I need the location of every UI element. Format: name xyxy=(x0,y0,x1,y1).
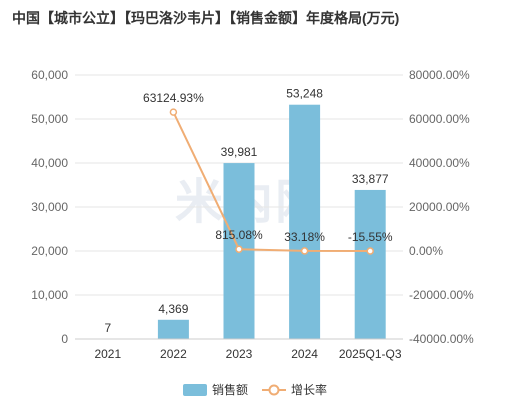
line-value-label: 33.18% xyxy=(284,230,325,244)
y-left-tick-label: 20,000 xyxy=(31,244,68,258)
bar xyxy=(157,319,189,339)
line-value-label: -15.55% xyxy=(348,230,393,244)
line-point xyxy=(235,245,243,253)
line-point xyxy=(300,247,309,255)
legend: 销售额 增长率 xyxy=(183,382,327,397)
bar-value-label: 7 xyxy=(104,321,111,335)
bar-value-label: 53,248 xyxy=(286,87,323,101)
chart-title: 中国【城市公立】【玛巴洛沙韦片】【销售金额】年度格局(万元) xyxy=(12,10,400,26)
x-tick-label: 2024 xyxy=(291,347,318,361)
x-tick-label: 2025Q1-Q3 xyxy=(339,347,402,361)
right-axis-ticks: -40000.00% -20000.00% 0.00% 20000.00% 40000.… xyxy=(409,68,474,346)
line-series xyxy=(169,108,374,255)
x-tick-label: 2023 xyxy=(226,347,253,361)
legend-line-marker xyxy=(268,384,280,396)
y-left-tick-label: 30,000 xyxy=(31,200,68,214)
bar-series xyxy=(92,104,386,339)
legend-line-label: 增长率 xyxy=(291,382,327,397)
y-left-tick-label: 60,000 xyxy=(31,68,68,82)
bar-value-label: 33,877 xyxy=(352,172,389,186)
legend-bar-swatch xyxy=(183,384,207,396)
line-value-label: 815.08% xyxy=(215,228,263,242)
y-left-tick-label: 40,000 xyxy=(31,156,68,170)
bar xyxy=(354,189,386,339)
y-right-tick-label: 20000.00% xyxy=(409,200,470,214)
x-tick-label: 2022 xyxy=(160,347,187,361)
bar-data-labels: 7 4,369 39,981 53,248 33,877 xyxy=(104,87,388,335)
line-data-labels: 63124.93% 815.08% 33.18% -15.55% xyxy=(143,91,393,244)
line-point xyxy=(169,108,178,116)
y-right-tick-label: -20000.00% xyxy=(409,288,474,302)
y-left-tick-label: 0 xyxy=(61,332,68,346)
y-left-tick-label: 50,000 xyxy=(31,112,68,126)
legend-bar-label: 销售额 xyxy=(212,382,248,397)
y-right-tick-label: -40000.00% xyxy=(409,332,474,346)
line-value-label: 63124.93% xyxy=(143,91,204,105)
y-right-tick-label: 80000.00% xyxy=(409,68,470,82)
x-axis: 2021 2022 2023 2024 2025Q1-Q3 xyxy=(75,338,403,361)
bar xyxy=(289,104,321,339)
bar-value-label: 4,369 xyxy=(158,302,188,316)
y-right-tick-label: 0.00% xyxy=(409,244,443,258)
line-point xyxy=(366,247,374,255)
bar-value-label: 39,981 xyxy=(221,145,258,159)
growth-line xyxy=(172,111,371,253)
x-tick-label: 2021 xyxy=(94,347,121,361)
y-left-tick-label: 10,000 xyxy=(31,288,68,302)
y-right-tick-label: 40000.00% xyxy=(409,156,470,170)
y-right-tick-label: 60000.00% xyxy=(409,112,470,126)
left-axis-ticks: 0 10,000 20,000 30,000 40,000 50,000 60,000 xyxy=(31,68,68,346)
